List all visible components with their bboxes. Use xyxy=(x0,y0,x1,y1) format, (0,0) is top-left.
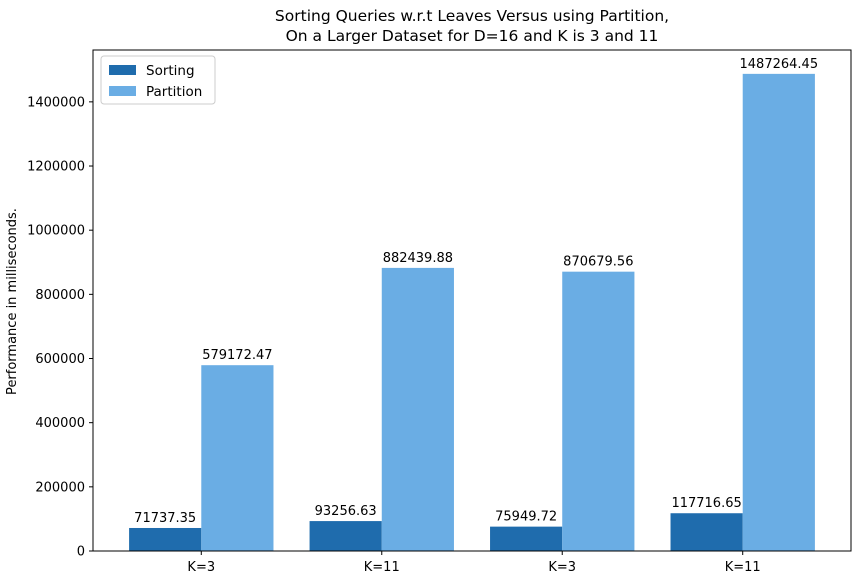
legend-swatch-partition xyxy=(109,86,136,96)
bar-value-label: 882439.88 xyxy=(383,251,453,266)
y-tick-label: 0 xyxy=(77,545,85,560)
bar-value-label: 117716.65 xyxy=(671,496,741,511)
axes-frame xyxy=(92,49,852,552)
bar-value-label: 75949.72 xyxy=(495,510,557,525)
legend-label-partition: Partition xyxy=(146,84,202,100)
bar-value-label: 93256.63 xyxy=(315,504,377,519)
bars-group xyxy=(129,73,815,551)
legend-swatch-sorting xyxy=(109,65,136,75)
chart-title: Sorting Queries w.r.t Leaves Versus usin… xyxy=(275,7,669,45)
bar-partition-0 xyxy=(201,365,274,551)
bar-sorting-2 xyxy=(490,526,563,551)
y-tick-label: 1000000 xyxy=(27,224,85,239)
y-tick-label: 1400000 xyxy=(27,95,85,110)
x-tick-label: K=11 xyxy=(364,560,400,575)
bar-sorting-1 xyxy=(309,521,382,551)
bar-value-label: 579172.47 xyxy=(202,348,272,363)
y-tick-label: 800000 xyxy=(35,288,85,303)
bar-labels-group: 71737.35 93256.63 75949.72 117716.65 579172.… xyxy=(134,57,818,526)
y-tick-label: 400000 xyxy=(35,416,85,431)
bar-value-label: 1487264.45 xyxy=(740,57,819,72)
bar-value-label: 870679.56 xyxy=(563,255,633,270)
bar-sorting-3 xyxy=(670,513,743,551)
legend: Sorting Partition xyxy=(100,55,216,105)
bar-value-label: 71737.35 xyxy=(134,511,196,526)
y-axis-label: Performance in milliseconds. xyxy=(5,208,20,395)
chart-title-line-1: Sorting Queries w.r.t Leaves Versus usin… xyxy=(275,7,669,25)
x-tick-label: K=3 xyxy=(187,560,215,575)
x-tick-label: K=3 xyxy=(548,560,576,575)
bar-partition-1 xyxy=(381,267,454,551)
y-tick-label: 600000 xyxy=(35,352,85,367)
y-tick-label: 1200000 xyxy=(27,160,85,175)
y-tick-label: 200000 xyxy=(35,480,85,495)
axes-group: 0 200000 400000 600000 800000 1000000 1200000 1… xyxy=(27,49,852,575)
legend-label-sorting: Sorting xyxy=(146,63,195,79)
bar-partition-3 xyxy=(742,73,815,551)
bar-partition-2 xyxy=(562,271,635,551)
chart-title-line-2: On a Larger Dataset for D=16 and K is 3 … xyxy=(286,27,659,45)
x-tick-label: K=11 xyxy=(725,560,761,575)
bar-sorting-0 xyxy=(129,527,202,551)
